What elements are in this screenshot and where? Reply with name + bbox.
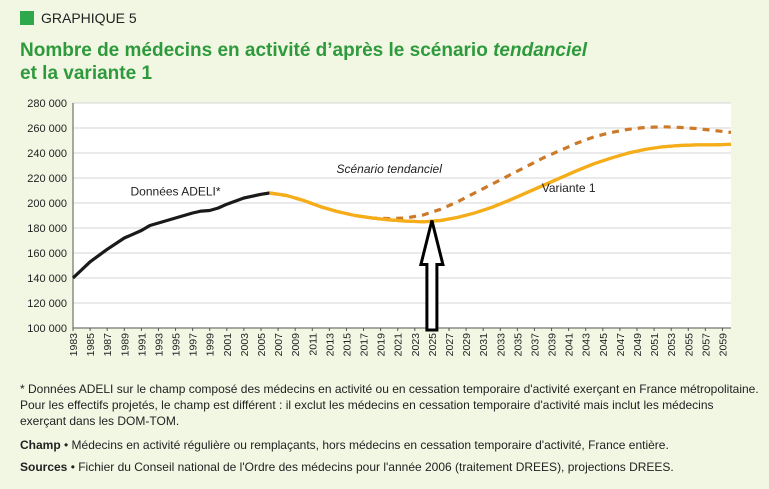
- x-tick-label: 2021: [393, 333, 405, 357]
- x-tick-label: 1983: [68, 333, 80, 357]
- sources-note: Sources • Fichier du Conseil national de…: [20, 459, 760, 475]
- x-tick-label: 2043: [581, 333, 593, 357]
- x-tick-label: 2001: [222, 333, 234, 357]
- title-part-1: Nombre de médecins en activité d’après l…: [20, 40, 494, 61]
- y-tick-label: 180 000: [27, 223, 67, 235]
- y-tick-label: 280 000: [27, 98, 67, 110]
- x-tick-label: 1989: [119, 333, 131, 357]
- series-line: [71, 191, 270, 280]
- y-tick-label: 240 000: [27, 148, 67, 160]
- x-tick-label: 2005: [256, 333, 268, 357]
- series-line-overlay: [269, 142, 732, 224]
- up-arrow-icon: [418, 220, 445, 332]
- x-tick-label: 2009: [290, 333, 302, 357]
- x-tick-label: 1991: [136, 333, 148, 357]
- x-tick-label: 2041: [564, 333, 576, 357]
- x-tick-label: 2039: [547, 333, 559, 357]
- sources-label: Sources: [20, 460, 68, 474]
- y-tick-label: 200 000: [27, 198, 67, 210]
- y-tick-label: 100 000: [27, 323, 67, 335]
- x-tick-label: 2025: [427, 333, 439, 357]
- x-tick-label: 2015: [341, 333, 353, 357]
- x-tick-label: 2051: [649, 333, 661, 357]
- x-tick-label: 2035: [512, 333, 524, 357]
- y-tick-label: 160 000: [27, 248, 67, 260]
- y-tick-label: 140 000: [27, 273, 67, 285]
- x-tick-label: 2017: [359, 333, 371, 357]
- series-annotation: Données ADELI*: [131, 185, 221, 199]
- chart-number: GRAPHIQUE 5: [20, 10, 137, 26]
- champ-label: Champ: [20, 438, 61, 452]
- x-tick-label: 2029: [461, 333, 473, 357]
- series-annotation: Variante 1: [542, 181, 596, 195]
- champ-note: Champ • Médecins en activité régulière o…: [20, 437, 760, 453]
- x-tick-label: 1997: [188, 333, 200, 357]
- x-tick-label: 1999: [205, 333, 217, 357]
- x-tick-label: 1995: [171, 333, 183, 357]
- y-tick-label: 120 000: [27, 298, 67, 310]
- x-tick-label: 2007: [273, 333, 285, 357]
- x-tick-label: 2013: [324, 333, 336, 357]
- x-tick-label: 2023: [410, 333, 422, 357]
- x-tick-label: 2011: [307, 333, 319, 356]
- x-tick-label: 1993: [153, 333, 165, 357]
- x-tick-label: 1987: [102, 333, 114, 357]
- line-chart: 100 000 120 000 140 000 160 000 180 000 200 0…: [27, 98, 732, 357]
- title-italic: tendanciel: [493, 40, 588, 61]
- x-tick-label: 2047: [615, 333, 627, 357]
- champ-text: • Médecins en activité régulière ou remp…: [60, 438, 669, 452]
- x-tick-label: 2045: [598, 333, 610, 357]
- y-tick-label: 260 000: [27, 123, 67, 135]
- x-tick-label: 2053: [666, 333, 678, 357]
- x-tick-label: 2037: [529, 333, 541, 357]
- series-annotation: Scénario tendanciel: [336, 162, 442, 176]
- x-tick-label: 1985: [85, 333, 97, 357]
- x-tick-label: 2003: [239, 333, 251, 357]
- x-tick-label: 2031: [478, 333, 490, 357]
- title-part-2: et la variante 1: [20, 63, 153, 84]
- x-tick-label: 2059: [717, 333, 729, 357]
- y-tick-label: 220 000: [27, 173, 67, 185]
- sources-text: • Fichier du Conseil national de l'Ordre…: [67, 460, 674, 474]
- x-tick-label: 2049: [632, 333, 644, 357]
- footnote: * Données ADELI sur le champ composé des…: [20, 382, 759, 428]
- plot-area: [73, 103, 731, 328]
- chart-number-label: GRAPHIQUE 5: [41, 10, 137, 26]
- chart-title: Nombre de médecins en activité d’après l…: [20, 39, 740, 85]
- tag-square-icon: [20, 11, 34, 25]
- x-tick-label: 2055: [683, 333, 695, 357]
- x-tick-label: 2057: [700, 333, 712, 357]
- x-tick-label: 2019: [376, 333, 388, 357]
- x-tick-label: 2033: [495, 333, 507, 357]
- x-tick-label: 2027: [444, 333, 456, 357]
